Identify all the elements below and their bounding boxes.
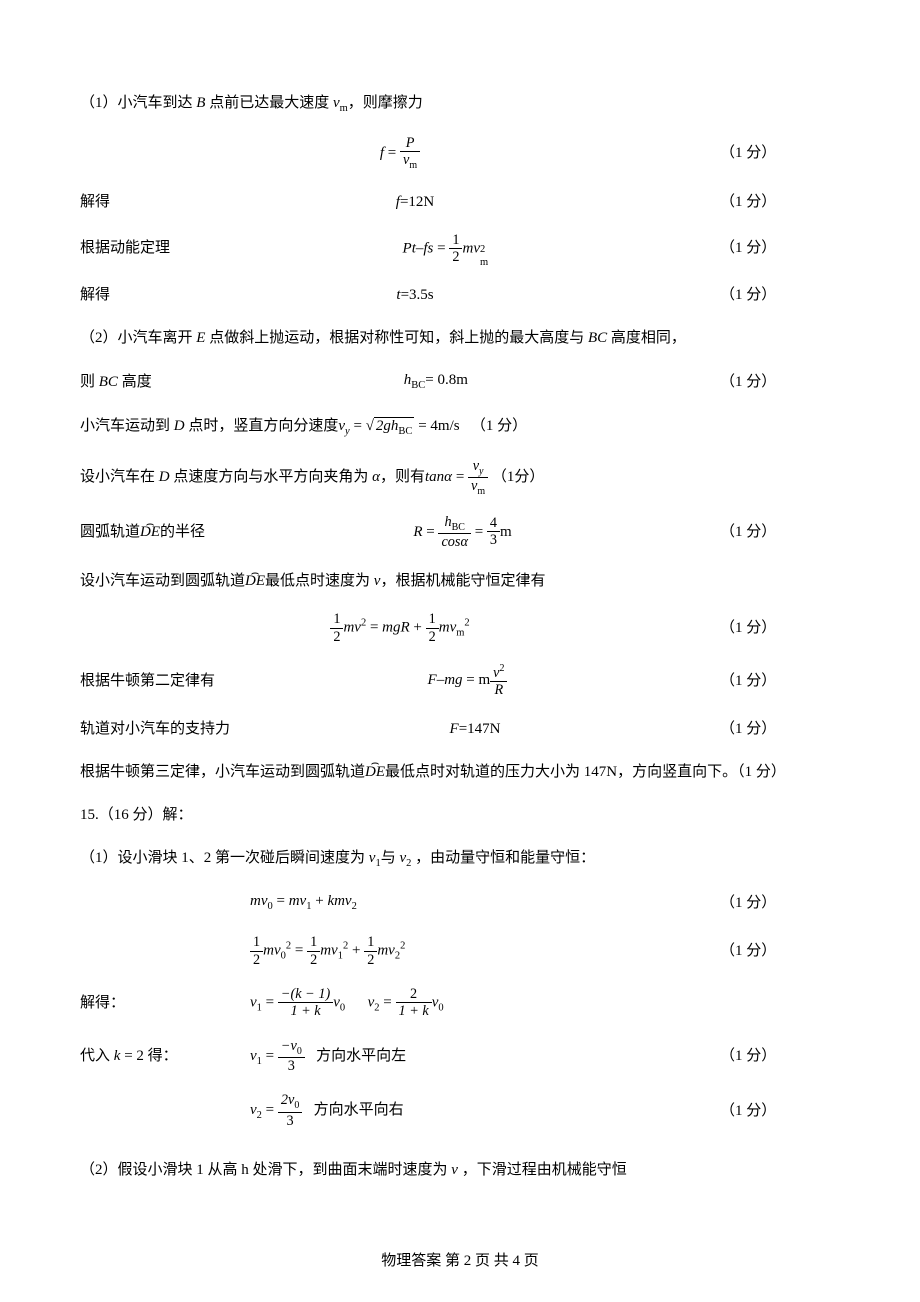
eq-center: mv0 = mv1 + kmv2 — [250, 889, 720, 916]
eq-score: （1 分） — [720, 520, 840, 544]
eq-center: hBC= 0.8m — [152, 368, 720, 395]
eq-label: 轨道对小汽车的支持力 — [80, 717, 230, 741]
eq-score: （1 分） — [720, 141, 840, 165]
paragraph-9: （2）假设小滑块 1 从高 h 处滑下，到曲面末端时速度为 v ，下滑过程由机械… — [80, 1157, 840, 1184]
eq-score: （1 分） — [720, 283, 840, 307]
eq-score: （1 分） — [720, 939, 840, 963]
equation-line-3: 根据动能定理 Pt–fs = 12mv2m （1 分） — [80, 232, 840, 266]
eq-score: （1 分） — [720, 891, 840, 915]
eq-label: 根据动能定理 — [80, 236, 170, 260]
eq-label: 解得 — [80, 190, 110, 214]
eq-label: 圆弧轨道DE的半径 — [80, 520, 205, 544]
eq-score: （1 分） — [720, 616, 840, 640]
eq-center: t=3.5s — [110, 283, 720, 307]
equation-line-10: mv0 = mv1 + kmv2 （1 分） — [80, 889, 840, 916]
eq-center: F–mg = mv2R — [215, 663, 720, 699]
equation-line-11: 12mv02 = 12mv12 + 12mv22 （1 分） — [80, 934, 840, 968]
text: 设小汽车在 D 点速度方向与水平方向夹角为 α，则有tanα = vyvm （1… — [80, 469, 544, 485]
eq-center: v2 = 2v03 方向水平向右 — [250, 1092, 720, 1129]
eq-label: 根据牛顿第二定律有 — [80, 669, 215, 693]
eq-center: R = hBCcosα = 43m — [205, 514, 720, 551]
equation-line-4: 解得 t=3.5s （1 分） — [80, 283, 840, 307]
eq-center: 12mv2 = mgR + 12mvm2 — [80, 611, 720, 645]
equation-line-1: f = Pvm （1 分） — [80, 135, 840, 172]
eq-label: 则 BC 高度 — [80, 370, 152, 394]
equation-line-6: 圆弧轨道DE的半径 R = hBCcosα = 43m （1 分） — [80, 514, 840, 551]
eq-label: 解得 — [80, 283, 110, 307]
text: （2）假设小滑块 1 从高 h 处滑下，到曲面末端时速度为 v ，下滑过程由机械… — [80, 1162, 627, 1178]
paragraph-4: 设小汽车在 D 点速度方向与水平方向夹角为 α，则有tanα = vyvm （1… — [80, 458, 840, 498]
equation-line-14: v2 = 2v03 方向水平向右 （1 分） — [80, 1092, 840, 1129]
text: 小汽车运动到 D 点时，竖直方向分速度vy = √2ghBC = 4m/s （1… — [80, 418, 527, 434]
eq-score: （1 分） — [720, 1099, 840, 1123]
eq-label: 解得： — [80, 991, 250, 1015]
eq-score: （1 分） — [720, 669, 840, 693]
eq-center: Pt–fs = 12mv2m — [170, 232, 720, 266]
eq-center: F=147N — [230, 717, 720, 741]
page-footer: 物理答案 第 2 页 共 4 页 — [0, 1249, 920, 1270]
text: （1）小汽车到达 B 点前已达最大速度 vm，则摩擦力 — [80, 95, 423, 111]
text: 设小汽车运动到圆弧轨道DE最低点时速度为 v，根据机械能守恒定律有 — [80, 573, 545, 589]
eq-center: f = Pvm — [80, 135, 720, 172]
text: （1）设小滑块 1、2 第一次碰后瞬间速度为 v1与 v2 ，由动量守恒和能量守… — [80, 850, 595, 866]
eq-center: v1 = −v03 方向水平向左 — [250, 1038, 720, 1075]
equation-line-5: 则 BC 高度 hBC= 0.8m （1 分） — [80, 368, 840, 395]
paragraph-2: （2）小汽车离开 E 点做斜上抛运动，根据对称性可知，斜上抛的最大高度与 BC … — [80, 325, 840, 352]
eq-score: （1 分） — [720, 370, 840, 394]
eq-center: f=12N — [110, 190, 720, 214]
equation-line-2: 解得 f=12N （1 分） — [80, 190, 840, 214]
paragraph-5: 设小汽车运动到圆弧轨道DE最低点时速度为 v，根据机械能守恒定律有 — [80, 568, 840, 595]
eq-center: v1 = −(k − 1)1 + kv0 v2 = 21 + kv0 — [250, 986, 720, 1020]
text: 15.（16 分）解： — [80, 807, 193, 823]
equation-line-12: 解得： v1 = −(k − 1)1 + kv0 v2 = 21 + kv0 — [80, 986, 840, 1020]
text: （2）小汽车离开 E 点做斜上抛运动，根据对称性可知，斜上抛的最大高度与 BC … — [80, 330, 686, 346]
equation-line-13: 代入 k = 2 得： v1 = −v03 方向水平向左 （1 分） — [80, 1038, 840, 1075]
paragraph-6: 根据牛顿第三定律，小汽车运动到圆弧轨道DE最低点时对轨道的压力大小为 147N，… — [80, 759, 840, 786]
eq-score: （1 分） — [720, 1044, 840, 1068]
equation-line-8: 根据牛顿第二定律有 F–mg = mv2R （1 分） — [80, 663, 840, 699]
problem-15-heading: 15.（16 分）解： — [80, 802, 840, 829]
paragraph-3: 小汽车运动到 D 点时，竖直方向分速度vy = √2ghBC = 4m/s （1… — [80, 413, 840, 442]
eq-label: 代入 k = 2 得： — [80, 1044, 250, 1068]
text: 根据牛顿第三定律，小汽车运动到圆弧轨道DE最低点时对轨道的压力大小为 147N，… — [80, 764, 786, 780]
eq-center: 12mv02 = 12mv12 + 12mv22 — [250, 934, 720, 968]
eq-score: （1 分） — [720, 717, 840, 741]
paragraph-1: （1）小汽车到达 B 点前已达最大速度 vm，则摩擦力 — [80, 90, 840, 119]
equation-line-9: 轨道对小汽车的支持力 F=147N （1 分） — [80, 717, 840, 741]
equation-line-7: 12mv2 = mgR + 12mvm2 （1 分） — [80, 611, 840, 645]
eq-score: （1 分） — [720, 236, 840, 260]
footer-text: 物理答案 第 2 页 共 4 页 — [381, 1253, 539, 1269]
paragraph-8: （1）设小滑块 1、2 第一次碰后瞬间速度为 v1与 v2 ，由动量守恒和能量守… — [80, 845, 840, 874]
eq-score: （1 分） — [720, 190, 840, 214]
